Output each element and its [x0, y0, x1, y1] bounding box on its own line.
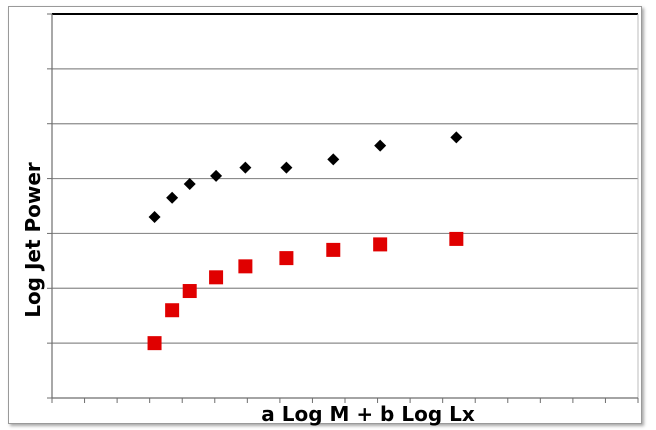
square-point [449, 231, 464, 246]
square-point [165, 303, 180, 318]
y-axis-title: Log Jet Power [21, 162, 45, 318]
square-point [147, 336, 162, 351]
diamond-point [239, 161, 252, 174]
diamond-point [327, 153, 340, 166]
square-point [182, 284, 197, 299]
square-point [326, 242, 341, 257]
diamond-point [450, 131, 463, 144]
x-axis-title: a Log M + b Log Lx [261, 402, 475, 426]
square-point [373, 237, 388, 252]
axes [47, 13, 639, 403]
square-point [209, 270, 224, 285]
diamond-point [183, 178, 196, 191]
data-points [147, 131, 464, 351]
diamond-point [166, 191, 179, 204]
diamond-point [374, 139, 387, 152]
diamond-point [280, 161, 293, 174]
chart-frame [8, 6, 642, 424]
square-point [279, 251, 294, 266]
gridlines [52, 13, 638, 344]
diamond-point [148, 210, 161, 223]
diamond-point [210, 169, 223, 182]
square-point [238, 259, 253, 274]
